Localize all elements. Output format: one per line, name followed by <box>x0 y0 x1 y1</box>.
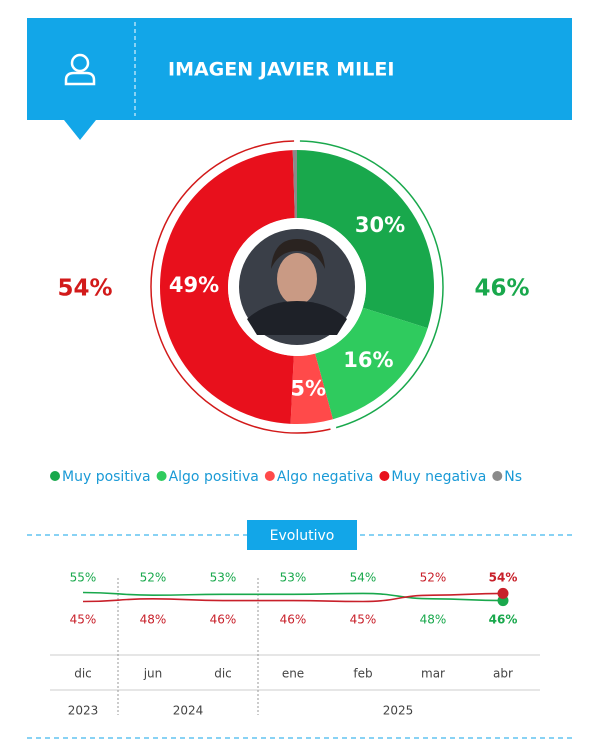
segment-label: 49% <box>169 273 219 297</box>
legend-label: Algo positiva <box>169 469 259 485</box>
photo-suit <box>247 301 347 335</box>
photo-face <box>277 253 317 305</box>
value-label: 45% <box>70 613 97 627</box>
legend-dot <box>156 471 167 481</box>
segment-label: 30% <box>355 213 405 237</box>
value-label: 52% <box>140 571 167 585</box>
legend-dot <box>379 471 390 481</box>
donut-chart: 30% 16% 5% 49% 54% 46% <box>57 140 530 434</box>
year-label: 2025 <box>383 704 414 718</box>
legend: Muy positiva Algo positiva Algo negativa Mu… <box>50 469 522 485</box>
legend-dot <box>50 471 60 481</box>
x-tick-label: ene <box>282 667 304 681</box>
legend-dot <box>492 471 503 481</box>
total-ring <box>150 140 331 434</box>
total-label: 54% <box>57 276 112 302</box>
line-chart: Evolutivo 2023 2024 2025 dic jun dic ene feb mar a… <box>27 520 572 739</box>
legend-label: Ns <box>504 469 522 485</box>
value-label: 52% <box>420 571 447 585</box>
series-line <box>82 591 504 602</box>
donut-segment <box>315 307 428 420</box>
value-label: 48% <box>420 613 447 627</box>
year-label: 2024 <box>173 704 204 718</box>
x-tick-label: dic <box>74 667 92 681</box>
value-label: 54% <box>350 571 377 585</box>
value-label: 53% <box>210 571 237 585</box>
donut-segment <box>292 150 297 219</box>
x-tick-label: jun <box>143 667 163 681</box>
x-tick-label: mar <box>421 667 445 681</box>
donut-segment <box>290 353 333 424</box>
segment-label: 16% <box>343 348 393 372</box>
value-label: 46% <box>210 613 237 627</box>
donut-segment <box>297 150 434 329</box>
legend-dot <box>264 471 275 481</box>
legend-label: Algo negativa <box>277 469 374 485</box>
total-label: 46% <box>474 276 529 302</box>
value-label: 55% <box>70 571 97 585</box>
value-label: 46% <box>280 613 307 627</box>
x-tick-label: dic <box>214 667 232 681</box>
user-icon <box>64 53 96 86</box>
end-point <box>497 587 509 599</box>
total-ring <box>299 140 444 429</box>
header-title: IMAGEN JAVIER MILEI <box>168 59 394 81</box>
value-label: 53% <box>280 571 307 585</box>
header-bar <box>27 18 572 120</box>
donut-segment <box>159 150 295 424</box>
title-box <box>247 520 357 550</box>
x-tick-label: abr <box>493 667 513 681</box>
x-tick-label: feb <box>353 667 372 681</box>
value-label: 54% <box>489 571 518 585</box>
legend-label: Muy positiva <box>62 469 151 485</box>
header-pointer <box>64 120 96 140</box>
photo-hair <box>271 239 325 269</box>
year-label: 2023 <box>68 704 99 718</box>
value-label: 45% <box>350 613 377 627</box>
chart-title: Evolutivo <box>270 528 335 544</box>
series-line <box>82 592 504 603</box>
value-label: 46% <box>489 613 518 627</box>
legend-label: Muy negativa <box>391 469 486 485</box>
value-label: 48% <box>140 613 167 627</box>
segment-label: 5% <box>290 376 326 400</box>
